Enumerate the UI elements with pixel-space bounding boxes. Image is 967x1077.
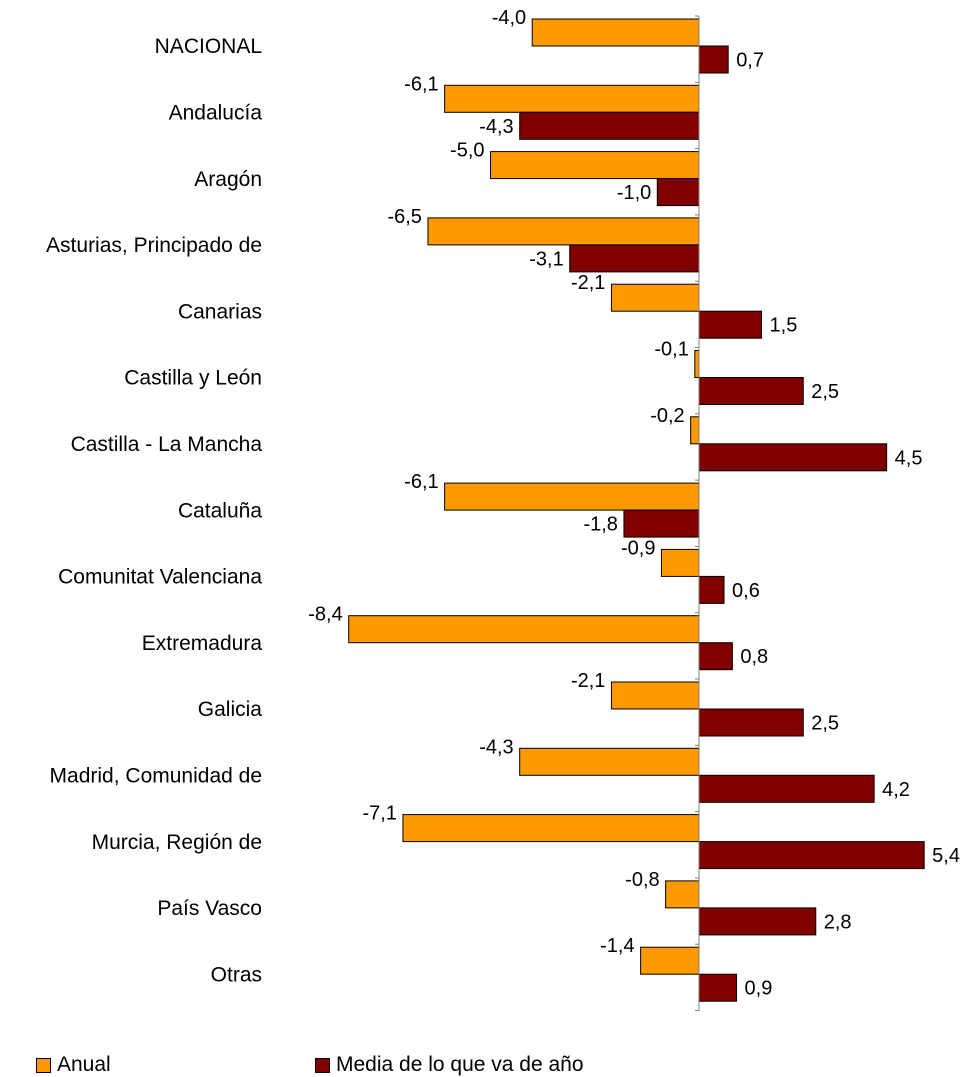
bar-anual [640, 946, 700, 975]
data-label: -1,4 [600, 935, 634, 957]
category-label: Aragón [194, 168, 262, 191]
bar-anual [348, 615, 700, 644]
category-label: Galicia [198, 698, 263, 721]
data-label: -6,1 [404, 471, 438, 493]
bars-layer [348, 18, 925, 1002]
category-label: Extremadura [142, 632, 263, 655]
data-label: -5,0 [450, 140, 484, 162]
bar-anual [519, 747, 700, 776]
data-label: 4,2 [882, 779, 910, 801]
bar-media [698, 973, 738, 1002]
data-label: -3,1 [529, 248, 563, 270]
category-label: País Vasco [157, 897, 262, 920]
data-label: -1,0 [617, 182, 651, 204]
bar-anual [402, 814, 700, 843]
legend-swatch-anual [36, 1057, 51, 1073]
data-label: -0,8 [625, 869, 659, 891]
data-label: 2,8 [824, 911, 852, 933]
bar-anual [694, 350, 700, 378]
category-label: Otras [211, 963, 262, 986]
bar-anual [444, 84, 700, 113]
bar-anual [665, 880, 700, 909]
data-label: 2,5 [811, 713, 839, 735]
data-label: 1,5 [770, 315, 798, 337]
bar-media [698, 377, 804, 405]
category-label: Canarias [178, 300, 262, 323]
category-label: Asturias, Principado de [46, 234, 262, 257]
category-label: Cataluña [178, 499, 262, 522]
bar-anual [690, 416, 700, 445]
bar-media [656, 178, 700, 207]
data-label: -2,1 [571, 670, 605, 692]
value-axis [695, 15, 700, 1011]
category-label: Castilla - La Mancha [71, 433, 263, 456]
data-label: -6,1 [404, 73, 438, 95]
data-label: 0,8 [740, 646, 768, 668]
bar-media [698, 708, 804, 737]
bar-media [569, 244, 700, 273]
data-label: -2,1 [571, 272, 605, 294]
bar-media [698, 841, 925, 870]
bar-media [698, 907, 817, 936]
bar-media [698, 310, 763, 339]
data-label: -0,2 [650, 405, 684, 427]
category-label: Murcia, Región de [92, 831, 262, 854]
bar-media [519, 111, 700, 140]
bar-anual [531, 18, 700, 47]
category-labels: NACIONAL Andalucía Aragón Asturias, Princip… [46, 35, 262, 986]
data-label: 0,6 [732, 580, 760, 602]
data-label: -7,1 [362, 803, 396, 825]
bar-media [698, 443, 888, 472]
legend-label-media: Media de lo que va de año [336, 1053, 584, 1076]
data-label: 2,5 [811, 381, 839, 403]
category-label: Andalucía [169, 101, 263, 124]
category-label: Castilla y León [124, 367, 262, 390]
data-label: 4,5 [895, 447, 923, 469]
category-label: NACIONAL [155, 35, 262, 58]
bar-anual [660, 548, 700, 577]
data-label: 0,7 [736, 50, 764, 72]
bar-anual [427, 217, 700, 246]
bar-media [698, 575, 725, 604]
data-label: 5,4 [932, 845, 960, 867]
data-label: -6,5 [387, 206, 421, 228]
data-label: 0,9 [745, 978, 773, 1000]
data-label: -4,0 [492, 7, 526, 29]
bar-media [698, 45, 729, 74]
data-labels: -4,00,7-6,1-4,3-5,0-1,0-6,5-3,1-2,11,5-0… [308, 7, 960, 1000]
bar-media [623, 509, 700, 538]
data-label: -0,1 [654, 339, 688, 361]
bar-anual [610, 283, 700, 312]
data-label: -0,9 [621, 537, 655, 559]
data-label: -1,8 [583, 514, 617, 536]
legend-item-anual: Anual [36, 1053, 111, 1077]
data-label: -4,3 [479, 116, 513, 138]
bar-media [698, 774, 875, 803]
bar-anual [610, 681, 700, 710]
legend-item-media: Media de lo que va de año [315, 1053, 584, 1077]
legend-swatch-media [315, 1057, 330, 1073]
data-label: -8,4 [308, 604, 342, 626]
bar-media [698, 642, 733, 671]
bar-anual [490, 151, 700, 180]
category-label: Comunitat Valenciana [58, 566, 262, 589]
category-label: Madrid, Comunidad de [50, 764, 262, 787]
legend-label-anual: Anual [57, 1053, 111, 1076]
bar-anual [444, 482, 700, 511]
data-label: -4,3 [479, 736, 513, 758]
